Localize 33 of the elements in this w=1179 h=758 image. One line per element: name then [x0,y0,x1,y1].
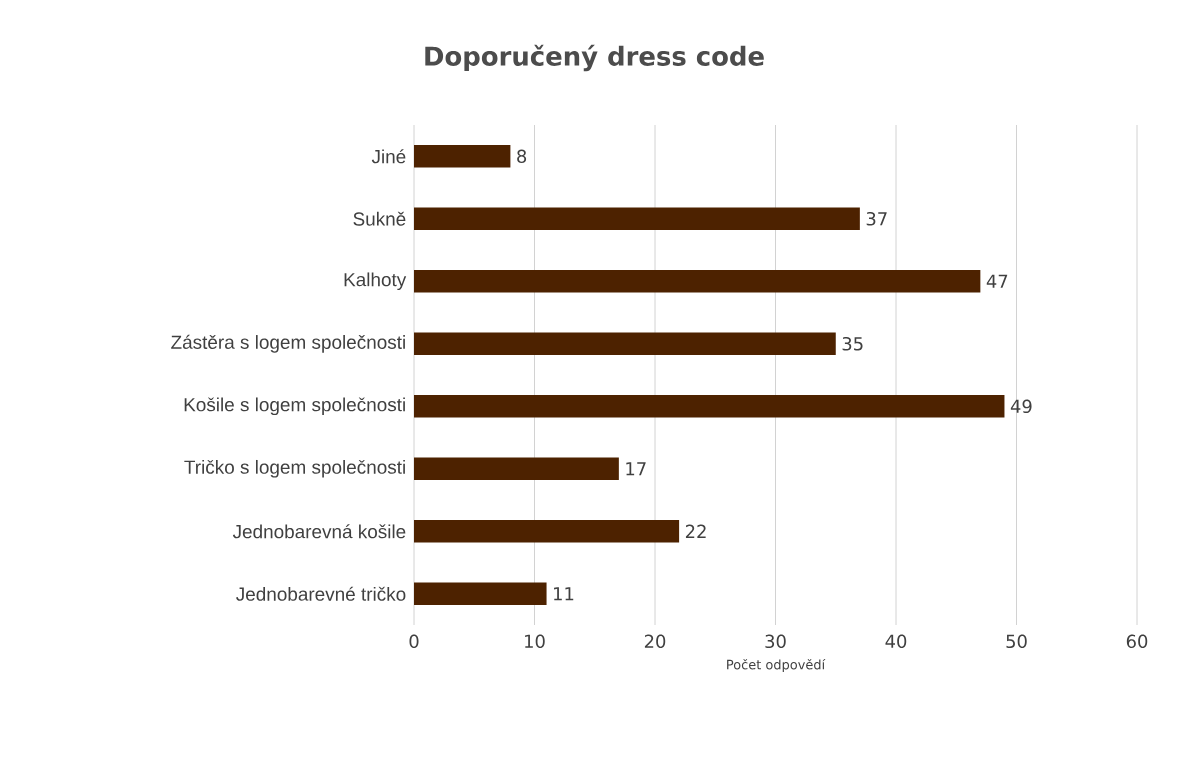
bar [414,457,619,480]
chart-title: Doporučený dress code [425,44,764,72]
x-tick-label: 10 [525,634,545,649]
x-tick-label: 0 [409,634,419,649]
y-tick-label: Jednobarevné tričko [236,586,406,601]
bar [414,520,680,543]
y-tick-label: Jiné [371,149,406,164]
bar [414,270,981,293]
x-tick-label: 50 [1006,634,1027,649]
x-tick-label: 30 [765,634,786,649]
data-label: 17 [626,462,646,476]
data-label: 35 [842,336,863,351]
bar [414,395,1005,418]
data-label: 49 [1010,399,1032,414]
data-label: 22 [685,524,706,538]
y-tick-label: Zástěra s logem společnosti [171,334,405,353]
y-tick-label: Košile s logem společnosti [184,397,405,416]
bar [414,145,511,168]
data-label: 47 [986,274,1008,288]
y-tick-label: Sukně [353,211,406,226]
bar [414,582,547,605]
x-tick-label: 40 [885,634,907,649]
bar [414,332,836,355]
y-tick-label: Tričko s logem společnosti [184,459,405,478]
y-tick-label: Jednobarevná košile [232,524,406,539]
data-label: 8 [517,149,527,164]
x-tick-label: 20 [644,634,666,649]
bar [414,207,860,230]
data-label: 37 [866,211,887,226]
x-axis-title: Počet odpovědí [727,658,826,672]
x-tick-label: 60 [1126,634,1148,649]
y-tick-label: Kalhoty [344,272,407,291]
data-label: 11 [554,587,574,601]
